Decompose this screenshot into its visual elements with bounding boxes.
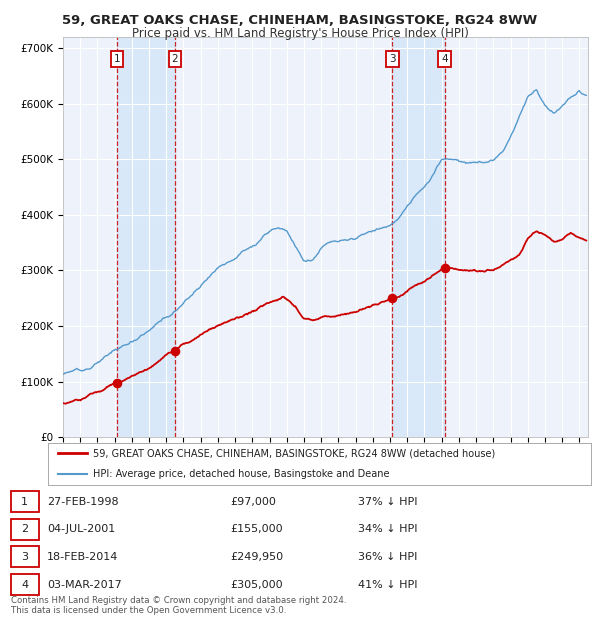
Text: 41% ↓ HPI: 41% ↓ HPI: [358, 580, 418, 590]
FancyBboxPatch shape: [11, 574, 38, 595]
Bar: [117, 37, 175, 437]
FancyBboxPatch shape: [11, 546, 38, 567]
Text: 3: 3: [21, 552, 28, 562]
Text: £305,000: £305,000: [230, 580, 283, 590]
Text: 18-FEB-2014: 18-FEB-2014: [47, 552, 118, 562]
Text: 4: 4: [442, 54, 448, 64]
FancyBboxPatch shape: [11, 491, 38, 512]
Text: 1: 1: [114, 54, 121, 64]
Text: Price paid vs. HM Land Registry's House Price Index (HPI): Price paid vs. HM Land Registry's House …: [131, 27, 469, 40]
Text: Contains HM Land Registry data © Crown copyright and database right 2024.
This d: Contains HM Land Registry data © Crown c…: [11, 596, 346, 615]
FancyBboxPatch shape: [11, 519, 38, 540]
Text: 36% ↓ HPI: 36% ↓ HPI: [358, 552, 418, 562]
Text: 2: 2: [21, 525, 28, 534]
Text: 2: 2: [172, 54, 178, 64]
Text: HPI: Average price, detached house, Basingstoke and Deane: HPI: Average price, detached house, Basi…: [92, 469, 389, 479]
Point: [170, 346, 180, 356]
Text: 04-JUL-2001: 04-JUL-2001: [47, 525, 115, 534]
Text: 1: 1: [21, 497, 28, 507]
Text: 59, GREAT OAKS CHASE, CHINEHAM, BASINGSTOKE, RG24 8WW: 59, GREAT OAKS CHASE, CHINEHAM, BASINGST…: [62, 14, 538, 27]
Text: 37% ↓ HPI: 37% ↓ HPI: [358, 497, 418, 507]
Text: £97,000: £97,000: [230, 497, 276, 507]
Text: 3: 3: [389, 54, 395, 64]
Point: [440, 263, 449, 273]
Text: £155,000: £155,000: [230, 525, 283, 534]
Point: [112, 378, 122, 388]
Text: 59, GREAT OAKS CHASE, CHINEHAM, BASINGSTOKE, RG24 8WW (detached house): 59, GREAT OAKS CHASE, CHINEHAM, BASINGST…: [92, 448, 495, 458]
Bar: [392, 37, 445, 437]
Text: 34% ↓ HPI: 34% ↓ HPI: [358, 525, 418, 534]
Point: [388, 293, 397, 303]
Text: 03-MAR-2017: 03-MAR-2017: [47, 580, 122, 590]
Text: 4: 4: [21, 580, 28, 590]
Text: £249,950: £249,950: [230, 552, 283, 562]
Text: 27-FEB-1998: 27-FEB-1998: [47, 497, 118, 507]
